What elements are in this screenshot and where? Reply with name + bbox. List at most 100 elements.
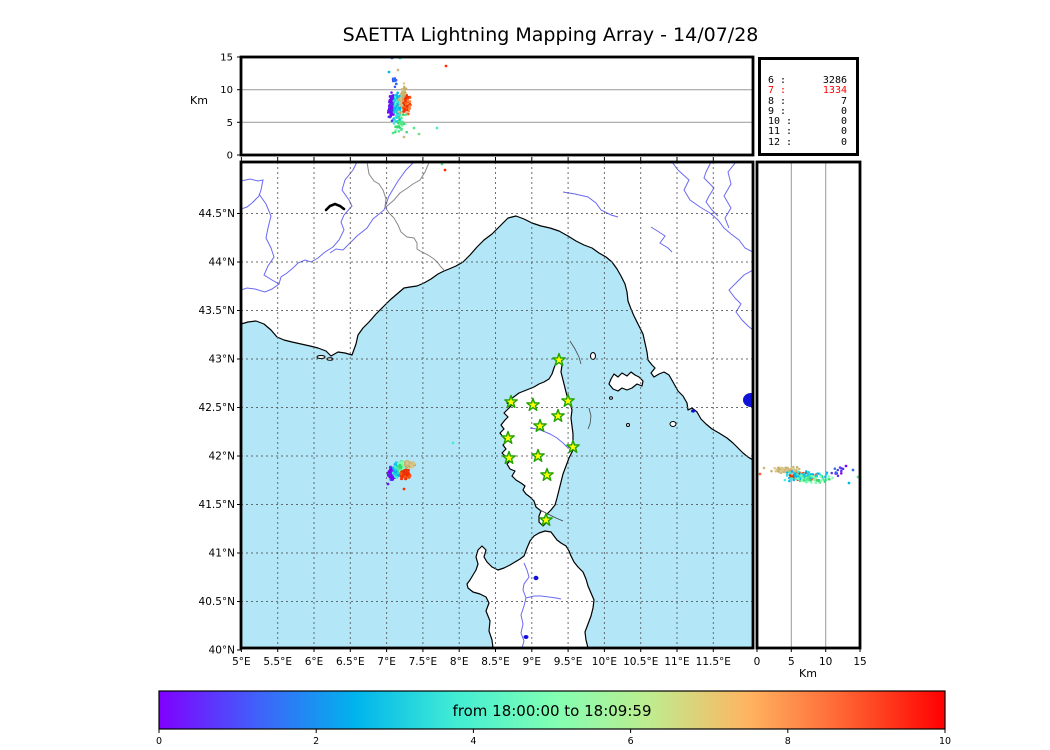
lightning-source-point (395, 475, 398, 479)
lightning-source-point (392, 117, 395, 120)
lightning-source-point (400, 88, 403, 91)
lightning-source-point (403, 91, 407, 94)
lightning-source-point (407, 468, 410, 472)
lightning-source-point (823, 480, 826, 483)
lightning-source-point (834, 471, 837, 474)
axis-labels: 15 10 5 0 Km 44.5°N 44°N 43.5°N 43°N 42.5°N 42°N 41… (190, 53, 867, 681)
axis-tick-label: 44°N (209, 257, 235, 269)
lightning-source-point (443, 168, 447, 172)
axis-tick-label: 11.5°E (696, 656, 731, 668)
lightning-source-point (405, 104, 408, 108)
station-star (561, 393, 575, 407)
lightning-source-point (408, 105, 411, 108)
axis-tick-label: 7°E (377, 656, 396, 668)
lightning-source-point (412, 462, 416, 465)
map-contour-arc (569, 340, 582, 365)
axis-tick-label: 40.5°N (199, 596, 235, 608)
stats-row: 12 :0 (768, 136, 847, 148)
lightning-source-point (399, 461, 403, 465)
lightning-source-point (403, 85, 406, 89)
lightning-source-point (841, 467, 845, 471)
lightning-source-point (408, 107, 411, 111)
lightning-source-point (392, 77, 396, 80)
lightning-source-point (394, 470, 398, 474)
lightning-source-point (406, 472, 409, 476)
river-line (671, 162, 753, 253)
lightning-source-point (801, 477, 804, 480)
lightning-source-point (444, 64, 448, 68)
map-panel-border (239, 160, 755, 650)
lightning-source-point (402, 99, 405, 102)
lightning-source-point (405, 130, 408, 134)
lightning-source-point (390, 112, 394, 115)
islet (590, 352, 596, 360)
lightning-source-point (396, 121, 400, 125)
islet (626, 423, 630, 427)
lightning-source-point (790, 477, 794, 480)
lightning-source-point (394, 461, 398, 465)
map-panel (241, 162, 753, 648)
lightning-source-point (797, 477, 800, 481)
lightning-source-point (451, 441, 455, 445)
lightning-source-point (786, 466, 790, 470)
islet (669, 421, 677, 427)
lightning-source-point (392, 122, 396, 125)
stats-row: 7 :1334 (768, 85, 847, 97)
axis-tick-label: 5.5°E (263, 656, 292, 668)
lightning-source-point (796, 470, 800, 473)
lightning-source-point (390, 108, 394, 112)
lightning-source-point (833, 467, 837, 470)
lightning-source-point (798, 479, 802, 483)
stats-row: 9 :0 (768, 105, 847, 117)
altitude-axis-label: Km (190, 94, 208, 107)
lightning-source-point (394, 106, 397, 109)
lightning-source-point (396, 103, 399, 106)
lightning-source-point (775, 468, 779, 471)
lightning-source-point (403, 471, 407, 474)
lightning-source-point (390, 103, 393, 107)
river-line (241, 178, 264, 210)
axis-tick-label: 41.5°N (199, 499, 235, 511)
country-border (385, 162, 430, 208)
colorbar-tick-label: 8 (785, 736, 791, 747)
lightning-source-point (394, 130, 397, 134)
lightning-source-point (811, 473, 815, 476)
lightning-source-point (815, 474, 818, 478)
lake (691, 409, 695, 413)
lightning-source-point (405, 461, 409, 465)
lightning-source-point (792, 468, 795, 472)
lightning-source-point (400, 128, 403, 131)
axis-tick-label: 43°N (209, 354, 235, 366)
lightning-source-point (805, 478, 809, 481)
lightning-source-point (404, 113, 407, 117)
axis-tick-label: 42.5°N (199, 402, 235, 414)
map-grid (241, 162, 753, 648)
axis-tick-label: 6°E (305, 656, 324, 668)
station-star (552, 352, 566, 366)
lightning-source-point (795, 468, 798, 472)
station-star (504, 394, 518, 408)
lightning-source-point (779, 469, 782, 473)
lightning-source-point (391, 94, 394, 97)
axis-tick-label: 7.5°E (409, 656, 438, 668)
lightning-source-point (798, 467, 801, 471)
lightning-source-point (435, 126, 439, 130)
lightning-source-point (805, 470, 808, 473)
axis-tick-label: 11°E (664, 656, 689, 668)
lake (523, 635, 529, 639)
altitude-longitude-panel (241, 57, 753, 139)
lightning-source-point (388, 110, 391, 114)
colorbar-tick-label: 4 (470, 736, 476, 747)
altitude-latitude-panel (758, 162, 860, 648)
lightning-source-point (814, 476, 818, 480)
lightning-source-point (412, 126, 416, 130)
lightning-source-point (405, 96, 408, 99)
lightning-source-point (773, 467, 776, 470)
river-line (728, 269, 753, 331)
lightning-source-point (410, 465, 414, 468)
station-star (539, 512, 553, 526)
lightning-source-point (407, 112, 410, 116)
lightning-source-point (400, 93, 404, 97)
lightning-source-point (402, 101, 405, 105)
axis-tick-label: 15 (220, 53, 233, 64)
